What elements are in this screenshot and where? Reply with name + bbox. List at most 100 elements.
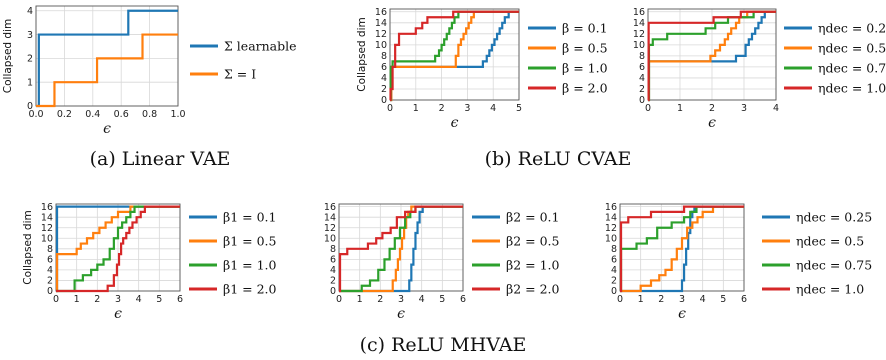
x-tick-label: 0.8 (142, 109, 157, 120)
series-line-1 (55, 205, 180, 293)
x-tick-label: 3 (398, 294, 404, 305)
y-tick-label: 8 (47, 244, 53, 255)
x-tick-label: 1 (638, 294, 644, 305)
series-line-3 (619, 205, 744, 293)
series-line-3 (56, 205, 180, 293)
y-tick-label: 4 (47, 265, 53, 276)
legend-label-3: β2 = 2.0 (506, 282, 560, 297)
legend-label-1: ηdec = 0.5 (796, 234, 864, 249)
y-tick-label: 16 (324, 202, 336, 213)
y-tick-label: 4 (381, 73, 387, 84)
y-tick-label: 16 (605, 202, 617, 213)
y-tick-label: 6 (381, 62, 387, 73)
y-tick-label: 8 (381, 51, 387, 62)
series-line-2 (619, 205, 744, 293)
x-axis-label: ϵ (451, 115, 459, 131)
x-tick-label: 4 (419, 294, 425, 305)
x-tick-label: 6 (741, 294, 747, 305)
x-axis-label: ϵ (114, 306, 122, 322)
x-tick-label: 5 (720, 294, 726, 305)
x-tick-label: 3 (741, 103, 747, 114)
legend-label-3: ηdec = 1.0 (796, 282, 864, 297)
y-tick-label: 2 (639, 84, 645, 95)
x-axis-label: ϵ (103, 121, 111, 137)
y-tick-label: 10 (605, 233, 617, 244)
y-tick-label: 12 (41, 223, 53, 234)
y-tick-label: 14 (375, 18, 387, 29)
y-tick-label: 10 (375, 40, 387, 51)
series-line-2 (56, 205, 180, 293)
x-tick-label: 2 (658, 294, 664, 305)
y-tick-label: 12 (324, 223, 336, 234)
legend-label-0: Σ learnable (224, 39, 297, 54)
x-axis-label: ϵ (708, 115, 716, 131)
y-tick-label: 12 (605, 223, 617, 234)
plot-frame (35, 5, 179, 107)
x-tick-label: 0.6 (114, 109, 129, 120)
legend-label-1: β = 0.5 (562, 41, 608, 56)
series-line-1 (620, 205, 744, 293)
legend-label-0: β2 = 0.1 (506, 210, 559, 225)
legend-label-0: β = 0.1 (562, 21, 608, 36)
y-tick-label: 6 (639, 62, 645, 73)
x-tick-label: 1 (357, 294, 363, 305)
legend-label-2: β1 = 1.0 (223, 258, 277, 273)
y-tick-label: 6 (330, 255, 336, 266)
legend-label-2: ηdec = 0.75 (818, 61, 886, 76)
y-tick-label: 0 (27, 101, 33, 112)
y-tick-label: 4 (27, 6, 33, 17)
x-tick-label: 4 (136, 294, 142, 305)
legend-label-0: ηdec = 0.25 (796, 210, 872, 225)
chart-linear-vae: 0.0 0.2 0.4 0.6 0.8 1.0 0 1 2 3 4 ϵ Collapsed dim Σ l… (2, 5, 297, 137)
x-tick-label: 0 (645, 103, 651, 114)
y-tick-label: 2 (47, 276, 53, 287)
legend-label-1: β2 = 0.5 (506, 234, 559, 249)
y-tick-label: 16 (633, 7, 645, 18)
x-tick-label: 0 (53, 294, 59, 305)
x-tick-label: 6 (460, 294, 466, 305)
series-line-1 (390, 10, 519, 102)
y-tick-label: 8 (330, 244, 336, 255)
x-tick-label: 6 (177, 294, 183, 305)
legend-label-1: Σ = I (224, 67, 256, 82)
y-axis-label: Collapsed dim (2, 19, 14, 93)
x-tick-label: 0.2 (57, 109, 72, 120)
y-axis-label: Collapsed dim (22, 210, 34, 284)
y-tick-label: 6 (611, 255, 617, 266)
y-tick-label: 14 (324, 212, 336, 223)
legend-label-2: ηdec = 0.75 (796, 258, 872, 273)
y-tick-label: 16 (375, 7, 387, 18)
legend-label-3: β1 = 2.0 (223, 282, 277, 297)
x-tick-label: 4 (700, 294, 706, 305)
series-line-0 (390, 10, 519, 102)
plot-frame (389, 8, 520, 101)
y-tick-label: 10 (324, 233, 336, 244)
y-tick-label: 0 (330, 286, 336, 297)
y-tick-label: 2 (27, 54, 33, 65)
x-tick-label: 0 (617, 294, 623, 305)
x-tick-label: 1 (413, 103, 419, 114)
legend-label-0: β1 = 0.1 (223, 210, 276, 225)
y-tick-label: 12 (375, 29, 387, 40)
y-tick-label: 1 (27, 77, 33, 88)
series-line-3 (647, 10, 776, 102)
x-tick-label: 5 (156, 294, 162, 305)
caption-b: (b) ReLU CVAE (485, 148, 632, 170)
series-line-2 (389, 10, 519, 102)
y-tick-label: 6 (47, 255, 53, 266)
caption-a: (a) Linear VAE (90, 148, 231, 170)
y-tick-label: 2 (330, 276, 336, 287)
series-line-3 (338, 205, 463, 293)
x-tick-label: 4 (490, 103, 496, 114)
x-tick-label: 0 (336, 294, 342, 305)
x-axis-label: ϵ (397, 306, 405, 322)
y-tick-label: 4 (330, 265, 336, 276)
y-tick-label: 14 (633, 18, 645, 29)
series-line-3 (389, 10, 519, 102)
y-tick-label: 2 (381, 84, 387, 95)
y-tick-label: 0 (639, 95, 645, 106)
